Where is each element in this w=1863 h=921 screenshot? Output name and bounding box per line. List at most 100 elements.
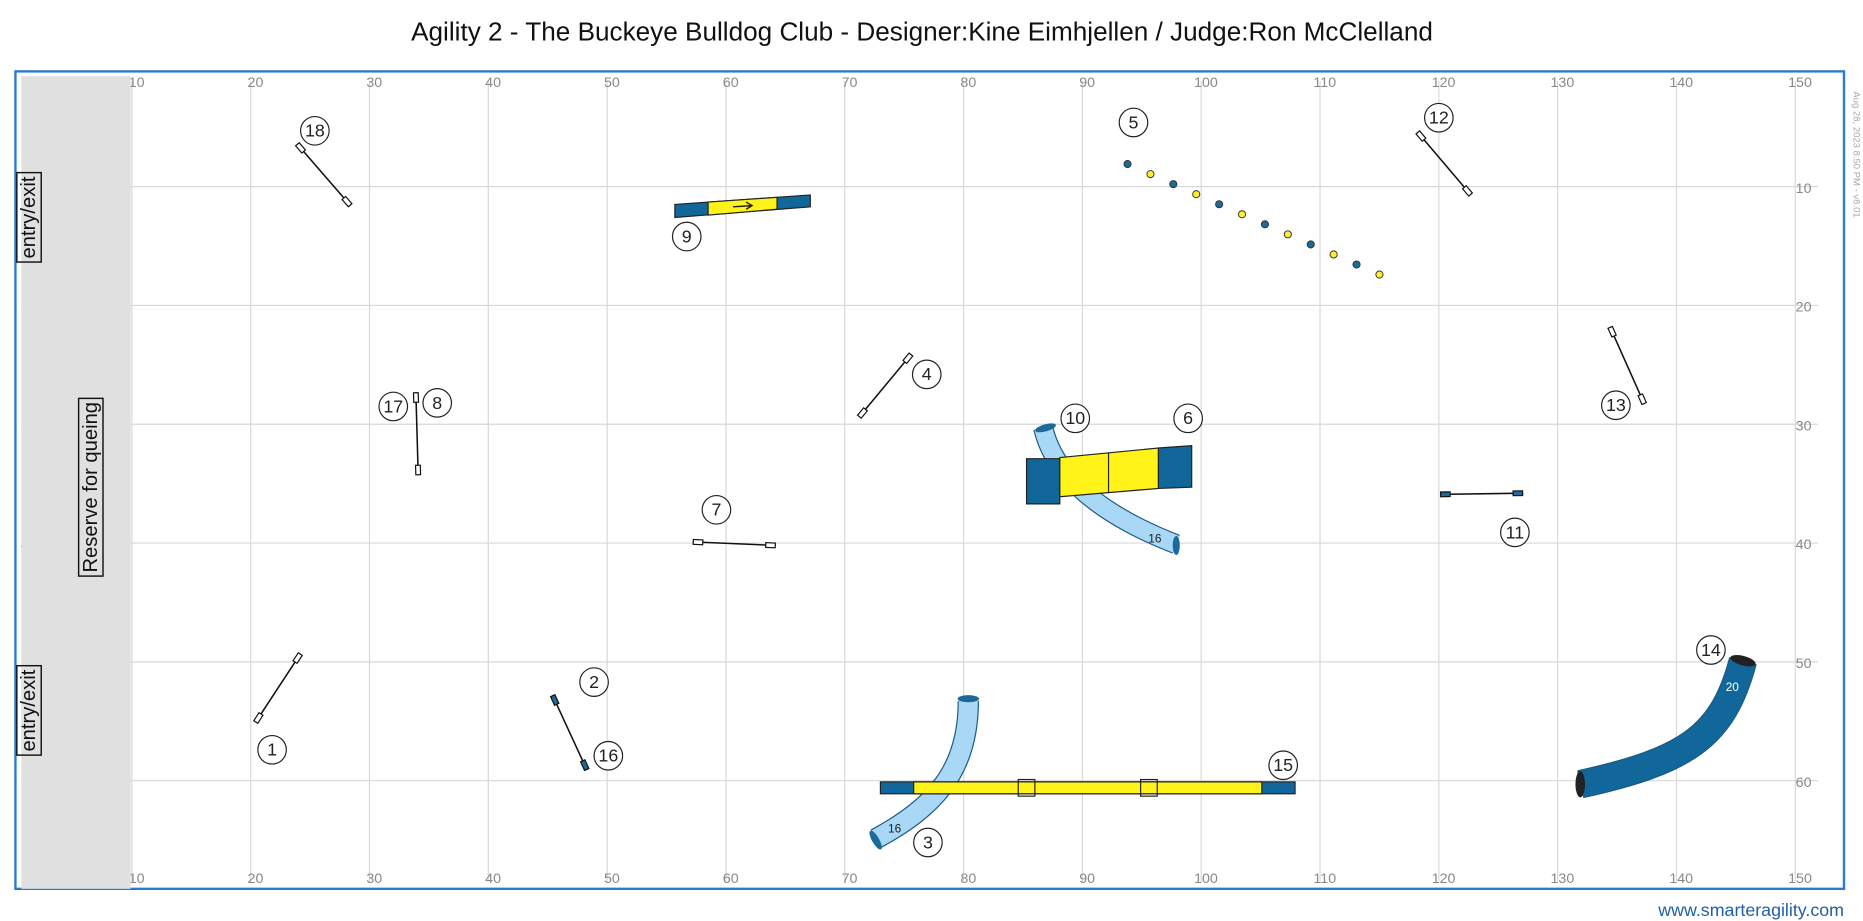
weave-pole	[1260, 220, 1269, 229]
dogwalk-yellow	[913, 781, 1263, 795]
aframe-side	[1157, 445, 1193, 490]
x-tick-label: 140	[1669, 75, 1693, 91]
y-tick-label: 20	[1796, 300, 1812, 316]
obstacle-number: 12	[1429, 108, 1449, 128]
obstacle-number: 6	[1183, 408, 1193, 428]
jump-wing-fill	[551, 695, 559, 705]
number-circle	[378, 391, 409, 422]
number-circle	[911, 359, 942, 390]
obstacle-number: 1	[267, 740, 277, 760]
y-tick-label: 30	[1796, 418, 1812, 434]
x-tick-label: 100	[1194, 75, 1218, 91]
number-circle	[1060, 403, 1091, 434]
x-tick-label: 40	[485, 75, 501, 91]
jump-bar	[254, 653, 302, 723]
weave-pole	[1123, 160, 1132, 169]
x-tick-label: 30	[366, 871, 382, 887]
obstacle-number: 7	[711, 500, 721, 520]
number-circle	[1173, 403, 1203, 434]
obstacle-number: 14	[1701, 640, 1721, 660]
jump-wing-fill	[1638, 394, 1646, 404]
reserve-label-box	[77, 397, 104, 577]
x-tick-label: 30	[366, 75, 382, 91]
aframe-side	[1025, 458, 1061, 505]
x-tick-label: 140	[1669, 871, 1693, 887]
obstacle-number: 11	[1506, 522, 1525, 542]
y-tick-label: 40	[1796, 537, 1812, 553]
footer-link: www.smarteragility.com	[1657, 900, 1844, 920]
entry-exit-label-box	[16, 171, 42, 263]
x-tick-label: 20	[248, 871, 264, 887]
obstacle-number: 10	[1065, 408, 1085, 428]
jump-wing-fill	[858, 408, 867, 418]
number-circle	[1601, 390, 1631, 421]
obstacle-number: 15	[1273, 755, 1293, 775]
weave-pole	[1306, 240, 1315, 249]
number-circle	[593, 740, 624, 771]
x-tick-label: 130	[1551, 75, 1575, 91]
y-tick-label: 50	[1796, 656, 1812, 672]
weave-pole	[1237, 210, 1247, 219]
reserve-label-group: Reserve for queing	[77, 397, 104, 577]
weave-pole	[1283, 230, 1292, 239]
obstacle-number: 5	[1129, 112, 1139, 132]
dogwalk-support	[1140, 778, 1158, 797]
entry-exit-label: entry/exit	[18, 669, 40, 751]
obstacle-number: 3	[923, 832, 933, 852]
tunnel	[1577, 657, 1756, 798]
x-tick-label: 60	[723, 871, 739, 887]
tunnel-end	[1730, 654, 1756, 667]
jump-wing-fill	[1416, 131, 1425, 141]
obstacle-number: 4	[922, 364, 932, 384]
tunnel-end	[957, 695, 980, 703]
x-tick-label: 90	[1079, 871, 1095, 887]
tunnel-end	[869, 830, 882, 850]
x-tick-label: 110	[1313, 75, 1336, 91]
x-tick-label: 50	[604, 75, 620, 91]
weave-pole	[1329, 250, 1338, 259]
x-tick-label: 10	[129, 75, 145, 91]
jump-wing-fill	[342, 197, 352, 206]
obstacle-number: 18	[305, 121, 325, 141]
obstacle-number: 13	[1606, 395, 1626, 415]
x-tick-label: 10	[129, 871, 145, 887]
number-circle	[257, 734, 287, 765]
x-tick-label: 80	[960, 871, 976, 887]
weave-pole	[1169, 180, 1178, 189]
y-tick-label: 10	[1796, 181, 1812, 197]
x-tick-label: 150	[1788, 75, 1812, 91]
number-circle	[1118, 107, 1149, 138]
x-tick-label: 130	[1551, 871, 1575, 887]
jump-bar	[1440, 492, 1524, 496]
teeter-arrow	[733, 201, 754, 210]
x-tick-label: 90	[1079, 75, 1095, 91]
timestamp: Aug 28, 2023 8:50 PM - v8.01	[1850, 91, 1861, 217]
jump-bar	[1609, 326, 1646, 405]
tunnel-length: 16	[888, 822, 902, 836]
x-tick-label: 110	[1313, 871, 1336, 887]
jump-bar	[296, 143, 352, 207]
tunnel-length: 20	[1726, 680, 1740, 694]
obstacle-number: 17	[383, 396, 403, 416]
entry-exit-label-box	[16, 664, 42, 756]
jump-bar	[692, 541, 776, 547]
reserve-area	[21, 76, 131, 889]
y-tick-label: 60	[1796, 775, 1812, 791]
jump-wing-fill	[1463, 186, 1472, 196]
weave-pole	[1146, 170, 1155, 179]
tunnel-end	[1172, 535, 1180, 555]
tunnel-end	[1575, 771, 1585, 798]
number-circle	[579, 667, 609, 697]
jump-wing-fill	[581, 760, 589, 770]
dogwalk-support	[1017, 778, 1036, 797]
obstacle-number: 16	[598, 746, 618, 766]
entry-exit-label-group: entry/exit	[16, 171, 42, 263]
jump-wing-fill	[903, 353, 912, 363]
weave-pole	[1352, 260, 1361, 269]
x-tick-label: 100	[1194, 871, 1218, 887]
number-circle	[1696, 635, 1726, 665]
number-circle	[1500, 517, 1530, 548]
number-circle	[701, 494, 732, 525]
